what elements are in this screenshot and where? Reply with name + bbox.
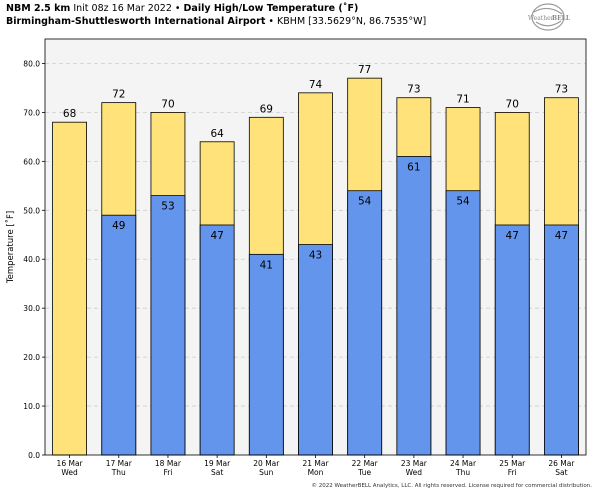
- x-tick-label-date: 21 Mar: [302, 459, 329, 468]
- x-tick-label-day: Thu: [455, 468, 470, 477]
- weatherbell-logo: Weather BELL: [528, 3, 571, 31]
- low-value-label: 49: [112, 220, 125, 232]
- y-tick-label: 30.0: [23, 304, 40, 313]
- high-value-label: 70: [506, 98, 519, 110]
- y-tick-label: 60.0: [23, 157, 40, 166]
- y-tick-label: 40.0: [23, 255, 40, 264]
- x-tick-label-day: Fri: [163, 468, 172, 477]
- low-bar: [248, 253, 284, 456]
- low-value-label: 61: [407, 161, 420, 173]
- x-tick-label-day: Thu: [111, 468, 126, 477]
- x-tick-label-day: Wed: [61, 468, 78, 477]
- low-bar: [298, 244, 333, 456]
- station-name: Birmingham-Shuttlesworth International A…: [6, 16, 266, 27]
- low-value-label: 54: [456, 196, 470, 208]
- product-title: Daily High/Low Temperature (˚F): [183, 3, 359, 14]
- high-value-label: 71: [456, 94, 469, 106]
- x-tick-label-date: 19 Mar: [204, 459, 231, 468]
- low-bar: [494, 224, 530, 456]
- copyright-notice: © 2022 WeatherBELL Analytics, LLC. All r…: [311, 483, 592, 489]
- low-bar: [150, 195, 186, 456]
- chart-header-line-1: NBM 2.5 km Init 08z 16 Mar 2022 • Daily …: [6, 3, 358, 14]
- low-value-label: 47: [506, 230, 519, 242]
- station-info: KBHM [33.5629°N, 86.7535°W]: [277, 16, 427, 27]
- low-bar: [101, 214, 137, 456]
- y-tick-label: 20.0: [23, 353, 40, 362]
- high-bar: [52, 121, 87, 456]
- chart-header-line-2: Birmingham-Shuttlesworth International A…: [6, 16, 426, 27]
- high-value-label: 77: [358, 64, 371, 76]
- x-tick-label-date: 22 Mar: [352, 459, 379, 468]
- x-tick-label-day: Fri: [508, 468, 517, 477]
- high-value-label: 68: [63, 108, 76, 120]
- y-tick-label: 70.0: [23, 108, 40, 117]
- high-value-label: 73: [407, 84, 420, 96]
- init-time: Init 08z 16 Mar 2022: [73, 3, 172, 14]
- low-value-label: 53: [161, 201, 174, 213]
- x-tick-label-date: 20 Mar: [253, 459, 280, 468]
- x-tick-label-date: 18 Mar: [155, 459, 182, 468]
- x-tick-label-day: Mon: [308, 468, 324, 477]
- low-value-label: 54: [358, 196, 372, 208]
- high-value-label: 64: [210, 128, 224, 140]
- y-axis-label: Temperature [˚F]: [5, 211, 16, 284]
- y-tick-label: 50.0: [23, 206, 40, 215]
- low-bar: [347, 190, 383, 456]
- low-value-label: 47: [555, 230, 568, 242]
- separator-bullet-2: •: [268, 16, 275, 27]
- high-value-label: 73: [555, 84, 568, 96]
- y-tick-label: 10.0: [23, 402, 40, 411]
- low-value-label: 41: [260, 259, 273, 271]
- separator-bullet: •: [174, 3, 181, 14]
- model-name: NBM 2.5 km: [6, 3, 71, 14]
- x-tick-label-date: 25 Mar: [499, 459, 526, 468]
- x-tick-label-day: Sat: [555, 468, 567, 477]
- x-tick-label-day: Tue: [357, 468, 371, 477]
- x-tick-label-day: Sun: [259, 468, 274, 477]
- data-labels: 68 72 49 70 53 64 47 69 41 74 43 77 54 73 61 71 54 70 47 73…: [63, 64, 568, 271]
- high-value-label: 69: [260, 103, 273, 115]
- x-tick-label-day: Sat: [211, 468, 223, 477]
- low-value-label: 47: [210, 230, 223, 242]
- x-tick-label-date: 24 Mar: [450, 459, 477, 468]
- y-tick-label: 0.0: [28, 451, 40, 460]
- logo-text-bottom: BELL: [552, 15, 571, 22]
- high-value-label: 72: [112, 89, 125, 101]
- low-value-label: 43: [309, 250, 322, 262]
- y-axis: 0.0 10.0 20.0 30.0 40.0 50.0 60.0 70.0 80.0: [23, 59, 45, 460]
- x-tick-label-date: 16 Mar: [57, 459, 84, 468]
- low-bars: [101, 156, 579, 456]
- plot-frame: [44, 38, 587, 456]
- x-tick-label-date: 26 Mar: [548, 459, 575, 468]
- x-tick-label-day: Wed: [406, 468, 423, 477]
- low-bar: [199, 224, 235, 456]
- low-bar: [396, 156, 432, 456]
- logo-swirl-icon: [531, 3, 565, 31]
- y-tick-label: 80.0: [23, 59, 40, 68]
- low-bar: [445, 190, 481, 456]
- high-value-label: 70: [161, 98, 174, 110]
- x-tick-label-date: 23 Mar: [401, 459, 428, 468]
- high-value-label: 74: [309, 79, 323, 91]
- low-bar: [544, 224, 579, 456]
- logo-text-top: Weather: [528, 15, 554, 22]
- x-tick-label-date: 17 Mar: [106, 459, 133, 468]
